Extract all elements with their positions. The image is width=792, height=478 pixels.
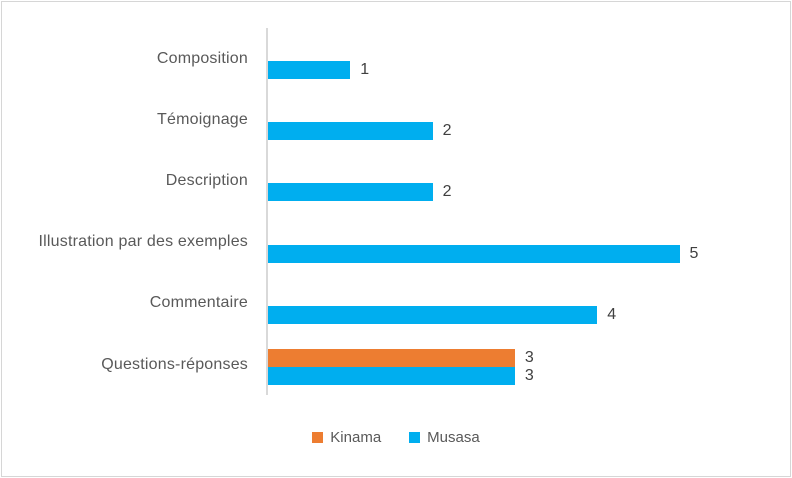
data-label: 1 <box>360 61 370 78</box>
legend-swatch-icon <box>409 432 421 443</box>
category-label: Illustration par des exemples <box>38 233 248 251</box>
category-label: Questions-réponses <box>101 355 248 373</box>
legend: Kinama Musasa <box>2 429 790 446</box>
category-row: Témoignage 2 <box>2 89 790 150</box>
category-row: Composition 1 <box>2 28 790 89</box>
category-axis-line <box>266 28 268 395</box>
legend-swatch-icon <box>312 432 324 443</box>
data-label: 3 <box>524 349 534 366</box>
data-label: 3 <box>524 367 534 384</box>
bar-musasa <box>268 122 433 141</box>
data-label: 2 <box>442 122 452 140</box>
plot-area: Composition 1 Témoignage 2 Description 2 Illus… <box>2 28 790 395</box>
data-label: 2 <box>442 183 452 201</box>
category-label: Composition <box>156 49 248 67</box>
category-row: Questions-réponses 3 3 <box>2 334 790 395</box>
category-label: Témoignage <box>157 110 248 128</box>
legend-item-musasa: Musasa <box>409 429 480 446</box>
category-row: Description 2 <box>2 150 790 211</box>
data-label: 4 <box>607 305 617 323</box>
legend-label: Kinama <box>330 429 382 446</box>
category-row: Commentaire 4 <box>2 273 790 334</box>
category-label: Commentaire <box>149 294 248 312</box>
legend-label: Musasa <box>427 429 480 446</box>
bar-musasa <box>268 305 598 324</box>
bar-musasa <box>268 367 515 385</box>
bar-kinama <box>268 349 515 367</box>
category-row: Illustration par des exemples 5 <box>2 212 790 273</box>
data-label: 5 <box>689 244 699 262</box>
bar-musasa <box>268 183 433 202</box>
legend-item-kinama: Kinama <box>312 429 381 446</box>
bar-musasa <box>268 61 351 79</box>
bar-musasa <box>268 244 680 263</box>
category-label: Description <box>165 171 248 189</box>
